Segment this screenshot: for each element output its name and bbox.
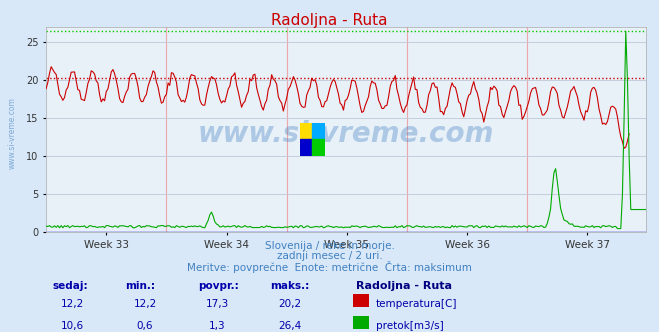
Text: zadnji mesec / 2 uri.: zadnji mesec / 2 uri. (277, 251, 382, 261)
Text: 20,2: 20,2 (278, 299, 302, 309)
Text: povpr.:: povpr.: (198, 281, 239, 291)
Text: maks.:: maks.: (270, 281, 310, 291)
Text: 1,3: 1,3 (209, 321, 226, 331)
Text: Radoljna - Ruta: Radoljna - Ruta (356, 281, 452, 291)
Bar (312, 123, 325, 139)
Text: min.:: min.: (125, 281, 156, 291)
Text: 26,4: 26,4 (278, 321, 302, 331)
Bar (300, 123, 312, 139)
Text: 17,3: 17,3 (206, 299, 229, 309)
Bar (353, 294, 369, 307)
Text: www.si-vreme.com: www.si-vreme.com (8, 97, 17, 169)
Text: 10,6: 10,6 (61, 321, 84, 331)
Text: Radoljna - Ruta: Radoljna - Ruta (272, 13, 387, 28)
Text: 12,2: 12,2 (133, 299, 157, 309)
Bar (353, 316, 369, 329)
Text: sedaj:: sedaj: (53, 281, 88, 291)
Text: temperatura[C]: temperatura[C] (376, 299, 457, 309)
Text: Meritve: povprečne  Enote: metrične  Črta: maksimum: Meritve: povprečne Enote: metrične Črta:… (187, 261, 472, 273)
Text: 0,6: 0,6 (136, 321, 154, 331)
Text: pretok[m3/s]: pretok[m3/s] (376, 321, 444, 331)
Text: Slovenija / reke in morje.: Slovenija / reke in morje. (264, 241, 395, 251)
Bar (312, 139, 325, 156)
Text: www.si-vreme.com: www.si-vreme.com (198, 120, 494, 148)
Bar (300, 139, 312, 156)
Text: 12,2: 12,2 (61, 299, 84, 309)
